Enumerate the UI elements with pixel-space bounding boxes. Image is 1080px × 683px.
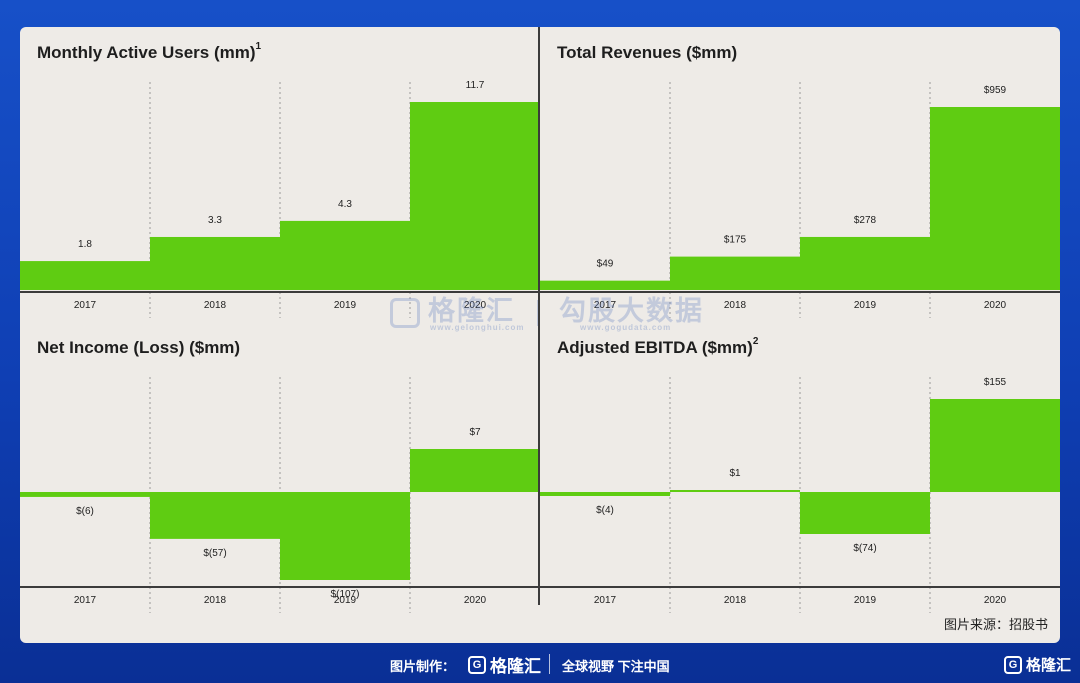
bar [20,492,150,497]
footer-slogan: 全球视野 下注中国 [562,659,670,674]
image-source-note: 图片来源：招股书 [943,617,1048,632]
value-label: $278 [854,215,877,226]
category-tick-label: 2018 [724,595,747,606]
watermark-logo-icon [390,297,420,328]
footer-corner-brand-text: 格隆汇 [1026,657,1072,674]
value-label: $155 [984,377,1007,388]
footer-corner-brand: G 格隆汇 [1004,654,1071,675]
value-label: $(4) [596,505,614,516]
bar [410,102,540,290]
bar [410,449,540,492]
category-tick-label: 2020 [984,595,1007,606]
chart-card: 1.8 3.3 4.3 11.7 2017 2018 2019 2020 Monthly Ac… [20,27,1060,643]
revenue-chart-svg: $49 $175 $278 $959 2017 2018 2019 2020 [540,82,1060,318]
category-tick-label: 2020 [464,595,487,606]
bar [930,399,1060,492]
bar [800,492,930,534]
watermark-divider [536,299,538,326]
watermark: 格隆汇 勾股大数据 www.gelonghui.com www.gogudata… [390,289,705,332]
watermark-brand: 格隆汇 [428,296,515,326]
bar [280,220,410,290]
value-label: $959 [984,85,1007,96]
category-tick-label: 2018 [204,300,227,311]
ebitda-chart-svg: $(4) $1 $(74) $155 2017 2018 2019 2020 [540,377,1060,613]
footer-separator [549,654,550,674]
value-label: 1.8 [78,239,92,250]
watermark-data-url: www.gogudata.com [580,323,672,332]
value-label: 11.7 [466,80,485,91]
category-tick-label: 2017 [74,300,97,311]
panel-net-income: $(6) $(57) $(107) $7 2017 2018 2019 2020 Net In… [20,322,540,617]
category-tick-label: 2020 [984,300,1007,311]
value-label: $175 [724,235,747,246]
category-tick-label: 2019 [854,595,877,606]
value-label: 3.3 [208,215,222,226]
bar [280,492,410,580]
value-label: $1 [729,468,741,479]
category-tick-label: 2020 [464,300,487,311]
category-tick-label: 2018 [204,595,227,606]
bar [930,107,1060,290]
footer-brand-text: 格隆汇 [490,657,541,676]
footer-made-by: 图片制作： [390,659,456,674]
value-label: $(6) [76,506,94,517]
net-income-chart-title: Net Income (Loss) ($mm) [37,338,241,357]
category-tick-label: 2017 [594,595,617,606]
bar [540,280,670,290]
value-label: $(107) [331,589,360,600]
value-label: $49 [597,259,614,270]
footer-brand: G 格隆汇 [468,652,541,677]
panel-total-revenues: $49 $175 $278 $959 2017 2018 2019 2020 Total Re… [540,27,1060,322]
bar [670,490,800,492]
panel-monthly-active-users: 1.8 3.3 4.3 11.7 2017 2018 2019 2020 Monthly Ac… [20,27,540,322]
value-label: $7 [469,427,481,438]
bar [20,261,150,290]
gelonghui-logo-icon: G [468,655,486,674]
bar [150,492,280,539]
corner-logo-icon: G [1004,655,1022,674]
category-tick-label: 2017 [594,300,617,311]
bar [540,492,670,496]
panel-vertical-divider [538,27,540,605]
category-tick-label: 2019 [334,300,357,311]
value-label: 4.3 [338,199,352,210]
category-tick-label: 2019 [334,595,357,606]
category-tick-label: 2017 [74,595,97,606]
mau-chart-svg: 1.8 3.3 4.3 11.7 2017 2018 2019 2020 [20,80,540,318]
ebitda-chart-title: Adjusted EBITDA ($mm)2 [557,336,759,357]
net-income-chart-svg: $(6) $(57) $(107) $7 2017 2018 2019 2020 [20,377,540,613]
category-tick-label: 2019 [854,300,877,311]
value-label: $(57) [203,548,226,559]
bar [670,256,800,290]
watermark-data-brand: 勾股大数据 [559,296,705,326]
watermark-brand-url: www.gelonghui.com [430,323,525,332]
mau-chart-title: Monthly Active Users (mm)1 [37,41,262,62]
value-label: $(74) [853,543,876,554]
category-tick-label: 2018 [724,300,747,311]
panel-adjusted-ebitda: $(4) $1 $(74) $155 2017 2018 2019 2020 Adjusted… [540,322,1060,617]
revenue-chart-title: Total Revenues ($mm) [557,43,738,62]
bar [800,236,930,290]
footer-bar: 图片制作： G 格隆汇 全球视野 下注中国 G 格隆汇 [0,650,1080,678]
bar [150,236,280,290]
